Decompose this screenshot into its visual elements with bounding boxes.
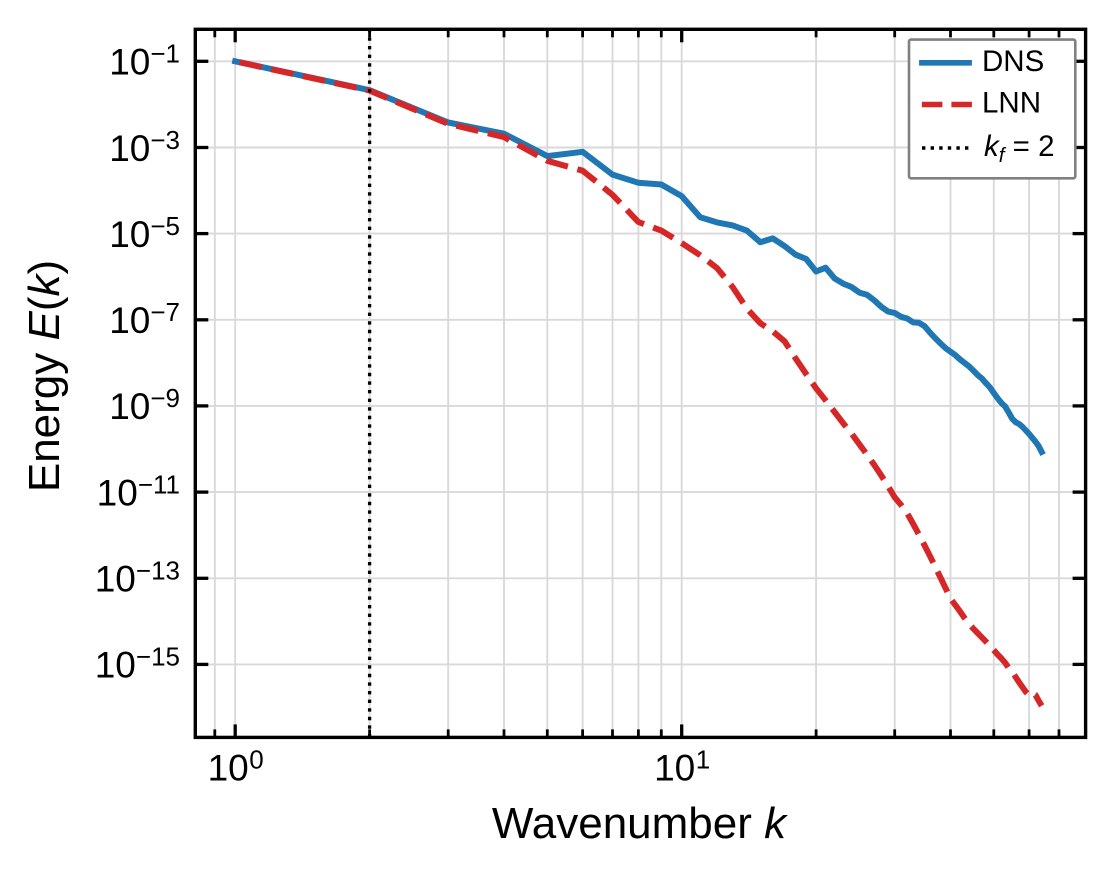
svg-text:10−15: 10−15 bbox=[95, 642, 180, 686]
svg-text:10−11: 10−11 bbox=[97, 469, 180, 513]
svg-text:10−1: 10−1 bbox=[109, 39, 180, 83]
svg-text:0: 0 bbox=[249, 745, 263, 775]
svg-text:10−9: 10−9 bbox=[109, 383, 180, 427]
svg-text:Energy E(k): Energy E(k) bbox=[20, 260, 69, 492]
svg-text:Wavenumber k: Wavenumber k bbox=[492, 799, 788, 848]
svg-text:10: 10 bbox=[208, 748, 249, 789]
svg-text:10−3: 10−3 bbox=[109, 125, 180, 169]
svg-text:10−13: 10−13 bbox=[95, 556, 180, 600]
svg-text:kf = 2: kf = 2 bbox=[984, 130, 1054, 167]
svg-text:DNS: DNS bbox=[982, 45, 1044, 78]
svg-text:10: 10 bbox=[654, 748, 695, 789]
svg-text:10−7: 10−7 bbox=[109, 297, 180, 341]
svg-text:10−5: 10−5 bbox=[109, 211, 180, 255]
svg-text:1: 1 bbox=[696, 745, 710, 775]
svg-text:LNN: LNN bbox=[982, 87, 1041, 120]
